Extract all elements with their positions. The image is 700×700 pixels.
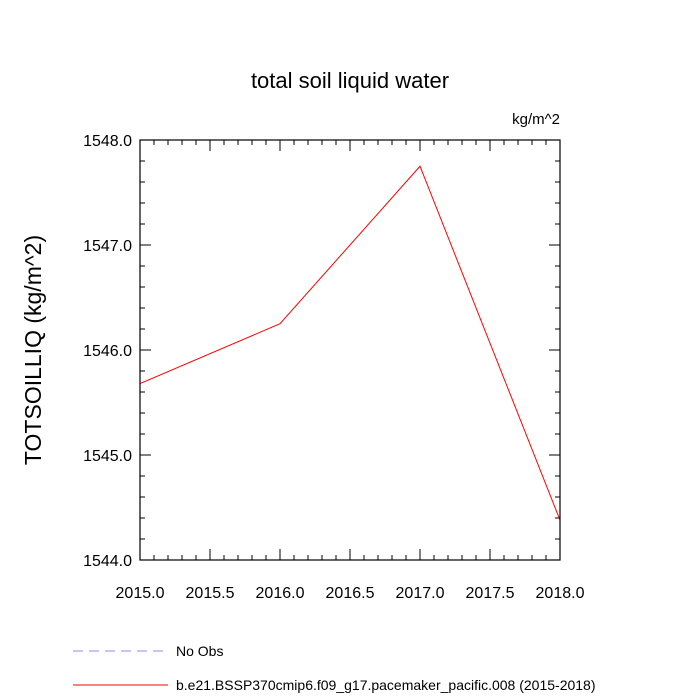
x-tick-label: 2018.0 [536,585,585,602]
series-layer [139,165,561,521]
x-tick-labels: 2015.0 2015.5 2016.0 2016.5 2017.0 2017.5 2018… [116,585,585,602]
x-tick-label: 2015.5 [186,585,235,602]
y-tick-label: 1545.0 [83,448,132,465]
y-tick-label: 1548.0 [83,133,132,150]
axis-ticks [139,139,561,561]
x-tick-label: 2017.0 [396,585,445,602]
x-tick-label: 2016.0 [256,585,305,602]
legend-label: b.e21.BSSP370cmip6.f09_g17.pacemaker_pac… [176,677,596,693]
legend: No Obs b.e21.BSSP370cmip6.f09_g17.pacemak… [73,643,596,693]
y-tick-label: 1544.0 [83,553,132,570]
series-line [139,165,561,521]
x-tick-label: 2017.5 [466,585,515,602]
y-tick-label: 1546.0 [83,343,132,360]
plot-frame [139,139,561,561]
units-label: kg/m^2 [512,111,560,128]
x-tick-label: 2016.5 [326,585,375,602]
y-axis-label: TOTSOILLIQ (kg/m^2) [20,235,46,465]
x-tick-label: 2015.0 [116,585,165,602]
legend-label: No Obs [176,643,223,659]
y-tick-label: 1547.0 [83,238,132,255]
chart-title: total soil liquid water [251,68,449,93]
y-tick-labels: 1544.0 1545.0 1546.0 1547.0 1548.0 [83,133,132,570]
